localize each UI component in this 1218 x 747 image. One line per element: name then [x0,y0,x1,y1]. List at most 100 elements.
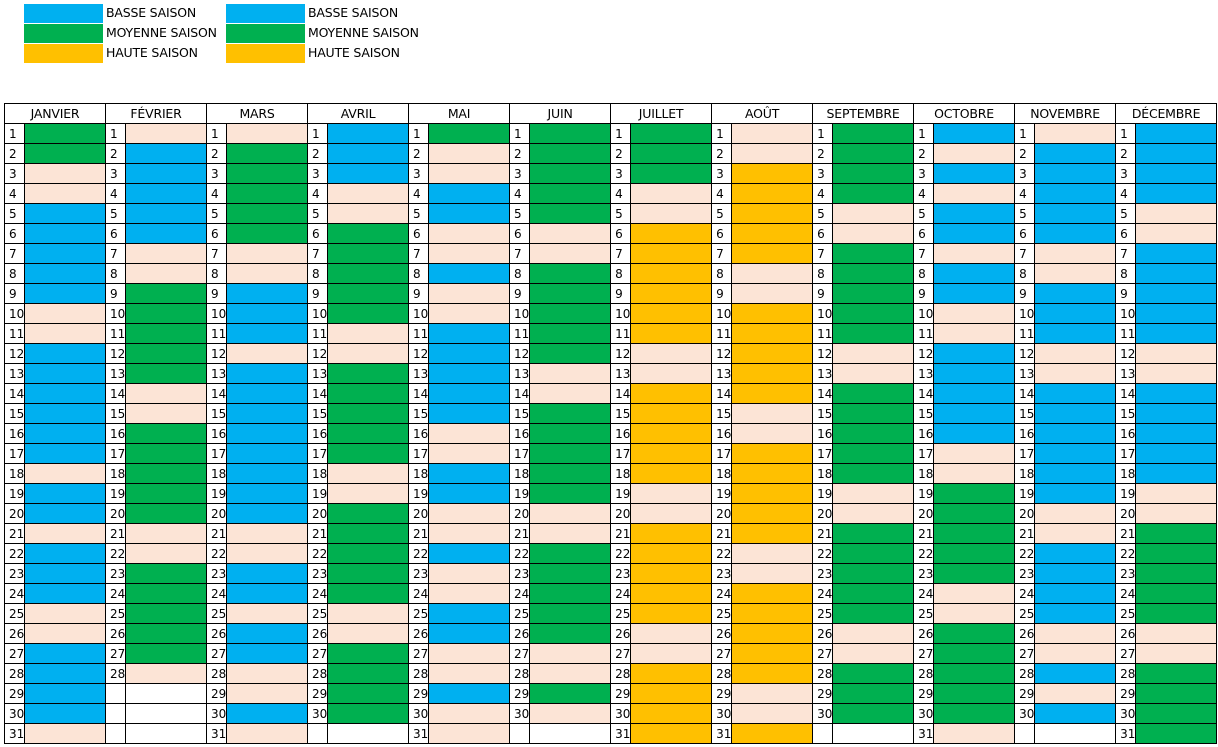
day-number-cell[interactable]: 20 [711,503,733,524]
season-cell[interactable] [327,683,410,704]
season-cell[interactable] [933,583,1016,604]
season-cell[interactable] [731,363,814,384]
day-number-cell[interactable]: 19 [1115,483,1137,504]
day-number-cell[interactable]: 14 [408,383,430,404]
day-number-cell[interactable]: 19 [509,483,531,504]
day-number-cell[interactable]: 4 [408,183,430,204]
day-number-cell[interactable]: 2 [1014,143,1036,164]
season-cell[interactable] [428,643,511,664]
day-number-cell[interactable]: 24 [509,583,531,604]
day-number-cell[interactable]: 22 [206,543,228,564]
season-cell[interactable] [1135,303,1218,324]
season-cell[interactable] [23,283,107,304]
day-number-cell[interactable]: 1 [509,123,531,144]
day-number-cell[interactable]: 6 [509,223,531,244]
day-number-cell[interactable]: 28 [610,663,632,684]
day-number-cell[interactable]: 17 [711,443,733,464]
day-number-cell[interactable]: 15 [913,403,935,424]
season-cell[interactable] [428,543,511,564]
season-cell[interactable] [630,643,713,664]
day-number-cell[interactable]: 8 [105,263,127,284]
season-cell[interactable] [832,503,915,524]
season-cell[interactable] [529,203,612,224]
day-number-cell[interactable]: 6 [206,223,228,244]
season-cell[interactable] [125,563,208,584]
season-cell[interactable] [1135,183,1218,204]
day-number-cell[interactable]: 18 [711,463,733,484]
season-cell[interactable] [731,383,814,404]
day-number-cell[interactable]: 1 [1115,123,1137,144]
season-cell[interactable] [1135,163,1218,184]
season-cell[interactable] [125,203,208,224]
season-cell[interactable] [226,123,309,144]
season-cell[interactable] [731,323,814,344]
day-number-cell[interactable]: 1 [206,123,228,144]
season-cell[interactable] [23,583,107,604]
day-number-cell[interactable]: 1 [913,123,935,144]
season-cell[interactable] [529,723,612,744]
season-cell[interactable] [933,523,1016,544]
day-number-cell[interactable]: 25 [1115,603,1137,624]
season-cell[interactable] [428,323,511,344]
season-cell[interactable] [428,723,511,744]
season-cell[interactable] [428,603,511,624]
season-cell[interactable] [529,403,612,424]
season-cell[interactable] [428,503,511,524]
day-number-cell[interactable]: 20 [206,503,228,524]
day-number-cell[interactable]: 28 [105,663,127,684]
day-number-cell[interactable]: 3 [105,163,127,184]
day-number-cell[interactable]: 12 [307,343,329,364]
day-number-cell[interactable]: 26 [206,623,228,644]
day-number-cell[interactable]: 26 [408,623,430,644]
day-number-cell[interactable]: 24 [105,583,127,604]
day-number-cell[interactable]: 11 [408,323,430,344]
season-cell[interactable] [630,563,713,584]
day-number-cell[interactable]: 23 [1014,563,1036,584]
season-cell[interactable] [1135,723,1218,744]
day-number-cell[interactable]: 10 [408,303,430,324]
season-cell[interactable] [428,463,511,484]
day-number-cell[interactable]: 7 [913,243,935,264]
day-number-cell[interactable]: 4 [105,183,127,204]
season-cell[interactable] [327,503,410,524]
season-cell[interactable] [125,163,208,184]
season-cell[interactable] [731,403,814,424]
day-number-cell[interactable]: 27 [1115,643,1137,664]
day-number-cell[interactable]: 8 [812,263,834,284]
day-number-cell[interactable]: 19 [105,483,127,504]
season-cell[interactable] [327,443,410,464]
day-number-cell[interactable]: 30 [4,703,25,724]
season-cell[interactable] [125,343,208,364]
day-number-cell[interactable]: 22 [4,543,25,564]
day-number-cell[interactable]: 26 [610,623,632,644]
day-number-cell[interactable]: 11 [206,323,228,344]
day-number-cell[interactable]: 21 [509,523,531,544]
season-cell[interactable] [1135,423,1218,444]
season-cell[interactable] [529,463,612,484]
season-cell[interactable] [23,503,107,524]
season-cell[interactable] [832,723,915,744]
day-number-cell[interactable]: 10 [105,303,127,324]
day-number-cell[interactable]: 29 [812,683,834,704]
season-cell[interactable] [327,723,410,744]
season-cell[interactable] [23,463,107,484]
season-cell[interactable] [731,303,814,324]
day-number-cell[interactable]: 2 [610,143,632,164]
season-cell[interactable] [226,303,309,324]
season-cell[interactable] [1135,323,1218,344]
day-number-cell[interactable]: 27 [711,643,733,664]
season-cell[interactable] [832,583,915,604]
season-cell[interactable] [327,543,410,564]
day-number-cell[interactable]: 29 [4,683,25,704]
day-number-cell[interactable]: 5 [509,203,531,224]
day-number-cell[interactable]: 24 [408,583,430,604]
day-number-cell[interactable]: 1 [4,123,25,144]
day-number-cell[interactable]: 13 [812,363,834,384]
season-cell[interactable] [327,183,410,204]
day-number-cell[interactable]: 23 [1115,563,1137,584]
day-number-cell[interactable]: 28 [711,663,733,684]
day-number-cell[interactable]: 26 [711,623,733,644]
season-cell[interactable] [428,583,511,604]
season-cell[interactable] [630,203,713,224]
season-cell[interactable] [731,663,814,684]
